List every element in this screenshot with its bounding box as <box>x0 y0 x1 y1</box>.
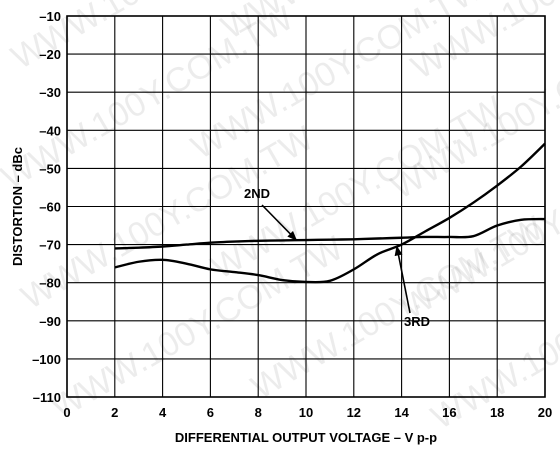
x-tick-label: 14 <box>394 405 409 420</box>
x-tick-label: 20 <box>538 405 552 420</box>
x-tick-label: 0 <box>63 405 70 420</box>
y-axis-label: DISTORTION – dBc <box>10 147 25 266</box>
x-tick-label: 2 <box>111 405 118 420</box>
series-line-3rd <box>114 142 546 284</box>
y-tick-label: –90 <box>39 314 61 329</box>
x-tick-label: 18 <box>490 405 504 420</box>
series-line-2nd <box>114 217 546 250</box>
y-tick-label: –50 <box>39 161 61 176</box>
x-tick-label: 6 <box>207 405 214 420</box>
x-tick-label: 8 <box>255 405 262 420</box>
y-tick-label: –100 <box>32 352 61 367</box>
x-tick-label: 16 <box>442 405 456 420</box>
plot-frame <box>66 15 546 398</box>
annotation-label-3rd: 3RD <box>404 314 430 329</box>
x-tick-label: 10 <box>299 405 313 420</box>
y-tick-label: –10 <box>39 9 61 24</box>
y-tick-label: –30 <box>39 85 61 100</box>
tick-labels: 0 2 4 6 8 10 12 14 16 18 20 –110 –100 –90 –80 –70 –60 –50… <box>32 9 552 420</box>
y-tick-label: –80 <box>39 276 61 291</box>
x-axis-label: DIFFERENTIAL OUTPUT VOLTAGE – V p-p <box>175 430 437 445</box>
y-tick-label: –40 <box>39 123 61 138</box>
annotation-arrow-2nd <box>261 204 298 241</box>
y-tick-label: –20 <box>39 47 61 62</box>
y-tick-label: –110 <box>33 390 61 405</box>
annotation-arrow-3rd <box>394 245 411 314</box>
y-tick-label: –60 <box>39 200 61 215</box>
x-tick-label: 12 <box>347 405 361 420</box>
annotation-label-2nd: 2ND <box>244 186 270 201</box>
y-tick-label: –70 <box>39 238 61 253</box>
watermark: WWW.100Y.COM.TWWWW.100Y.COM.TWWWW.100Y.C… <box>0 0 560 437</box>
annotations: 2ND 3RD <box>244 186 430 329</box>
series-lines <box>114 142 546 284</box>
x-tick-label: 4 <box>159 405 167 420</box>
